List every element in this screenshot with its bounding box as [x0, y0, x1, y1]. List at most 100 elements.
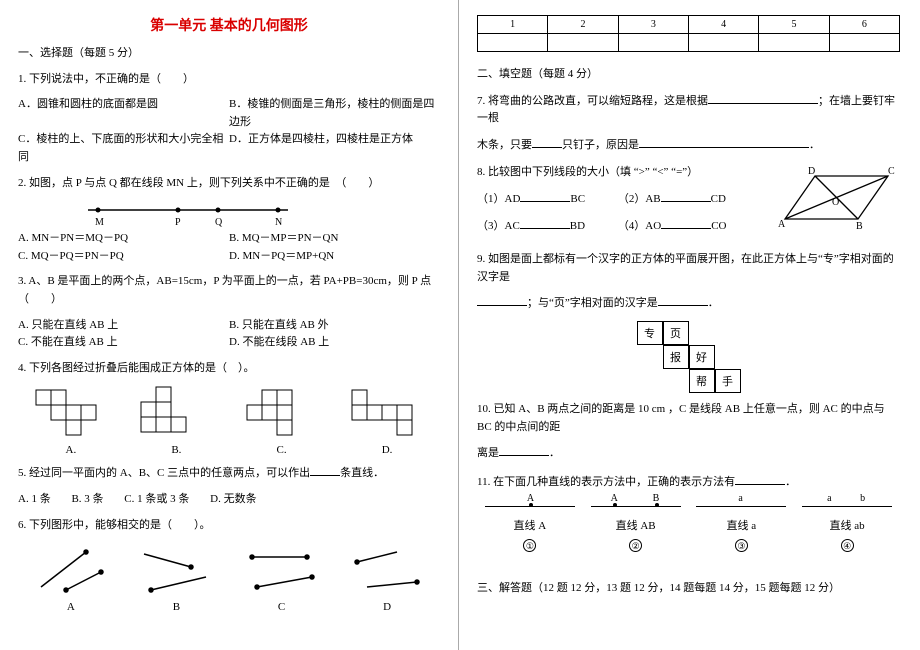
q2-figure: M P Q N: [78, 200, 440, 228]
lm2-name: 直线 AB: [591, 517, 681, 533]
lm1-name: 直线 A: [485, 517, 575, 533]
q11-figures: A 直线 A ① A B 直线 AB ② a 直线 a ③ a b: [477, 499, 900, 552]
q2-label-n: N: [275, 217, 282, 228]
q8-4b: CO: [711, 220, 726, 232]
tbl-c1: [478, 34, 548, 52]
lm3-name: 直线 a: [696, 517, 786, 533]
q8-b2: [661, 190, 711, 202]
q4-label-b: B.: [171, 444, 181, 456]
lm1-num: ①: [523, 539, 536, 552]
q8-b4: [661, 217, 711, 229]
q8-lbl-b: B: [856, 221, 863, 232]
paper-title: 第一单元 基本的几何图形: [18, 15, 440, 35]
q6-fig-b: [136, 542, 216, 597]
tbl-c3: [618, 34, 688, 52]
q1-opt-d: D．正方体是四棱柱，四棱柱是正方体: [229, 131, 440, 166]
q8-row1: （1）ADBC （2）ABCD: [477, 190, 760, 209]
q9-net: 专 页 报 好 帮 手: [477, 321, 900, 393]
q2-label-q: Q: [215, 217, 223, 228]
q8-wrap: 8. 比较图中下列线段的大小（填 “>” “<” “=”） （1）ADBC （2…: [477, 164, 900, 243]
q9-cont: ；与“页”字相对面的汉字是 ．: [477, 294, 900, 313]
net-c2: 页: [663, 321, 689, 345]
q1-opt-a: A．圆锥和圆柱的底面都是圆: [18, 96, 229, 131]
tbl-c5: [759, 34, 829, 52]
q9-c: ．: [708, 297, 719, 309]
q8-1b: BC: [570, 193, 585, 205]
q6-fig-c: [242, 542, 322, 597]
tbl-h1: 1: [478, 16, 548, 34]
q8-row2: （3）AC BD （4）AO CO: [477, 217, 760, 236]
q4-label-a: A.: [66, 444, 77, 456]
net-c1: 专: [637, 321, 663, 345]
tbl-c6: [829, 34, 899, 52]
q9-blank2: [658, 294, 708, 306]
left-column: 第一单元 基本的几何图形 一、选择题（每题 5 分） 1. 下列说法中，不正确的…: [0, 0, 459, 650]
q5-a: 5. 经过同一平面内的 A、B、C 三点中的任意两点，可以作出: [18, 467, 310, 479]
lm3-num: ③: [735, 539, 748, 552]
q2-label-p: P: [175, 217, 181, 228]
section-1-heading: 一、选择题（每题 5 分）: [18, 45, 440, 63]
lm-1: A 直线 A ①: [485, 499, 575, 552]
lm3-lbl: a: [738, 493, 742, 504]
q7: 7. 将弯曲的公路改直，可以缩短路程，这是根据；在墙上要钉牢一根: [477, 92, 900, 128]
q7-cont: 木条，只要只钉子，原因是．: [477, 136, 900, 155]
q3-stem: 3. A、B 是平面上的两个点，AB=15cm，P 为平面上的一点，若 PA+P…: [18, 273, 440, 308]
q2-line-svg: M P Q N: [78, 200, 298, 228]
net-c5: 帮: [689, 369, 715, 393]
q8-2b: CD: [711, 193, 726, 205]
q9-b: ；与“页”字相对面的汉字是: [527, 297, 658, 309]
tbl-h3: 3: [618, 16, 688, 34]
tbl-c2: [548, 34, 618, 52]
net-c3: 报: [663, 345, 689, 369]
q6-fig-a: [31, 542, 111, 597]
q8-1a: （1）AD: [477, 193, 520, 205]
q4-label-d: D.: [382, 444, 393, 456]
net-c4: 好: [689, 345, 715, 369]
q5-blank: [310, 464, 340, 476]
q10-blank: [499, 444, 549, 456]
q7-d: 只钉子，原因是: [562, 139, 639, 151]
q5-stem: 5. 经过同一平面内的 A、B、C 三点中的任意两点，可以作出 条直线．: [18, 464, 440, 483]
q6-label-b: B: [173, 601, 180, 613]
lm-3: a 直线 a ③: [696, 499, 786, 552]
q2-label-m: M: [95, 217, 104, 228]
q8-3b: BD: [570, 220, 585, 232]
q10-c: ．: [549, 447, 560, 459]
q2-opt-b: B. MQ－MP＝PN－QN: [229, 230, 440, 248]
answer-table: 1 2 3 4 5 6: [477, 15, 900, 52]
q7-e: ．: [809, 139, 820, 151]
net-c6: 手: [715, 369, 741, 393]
page: 第一单元 基本的几何图形 一、选择题（每题 5 分） 1. 下列说法中，不正确的…: [0, 0, 920, 650]
q6-label-a: A: [67, 601, 75, 613]
q4-stem: 4. 下列各图经过折叠后能围成正方体的是（ ）。: [18, 360, 440, 378]
q11-a: 11. 在下面几种直线的表示方法中，正确的表示方法有: [477, 476, 735, 488]
lm2-num: ②: [629, 539, 642, 552]
q4-labels: A. B. C. D.: [18, 444, 440, 456]
right-column: 1 2 3 4 5 6 二、填空题（每题 4 分） 7. 将弯曲的公路改直，可以…: [459, 0, 918, 650]
lm4-lblb: b: [860, 493, 865, 504]
q6-fig-d: [347, 542, 427, 597]
q3-opt-b: B. 只能在直线 AB 外: [229, 317, 440, 335]
q4-net-d: [347, 385, 427, 440]
q1-options: A．圆锥和圆柱的底面都是圆 B．棱锥的侧面是三角形，棱柱的侧面是四边形 C．棱柱…: [18, 96, 440, 166]
q9: 9. 如图是面上都标有一个汉字的正方体的平面展开图，在此正方体上与“专”字相对面…: [477, 251, 900, 286]
q2-options: A. MN－PN＝MQ－PQ B. MQ－MP＝PN－QN C. MQ－PQ＝P…: [18, 230, 440, 265]
lm4-name: 直线 ab: [802, 517, 892, 533]
q8-4a: （4）AO: [618, 220, 661, 232]
section-3-heading: 三、解答题（12 题 12 分，13 题 12 分，14 题每题 14 分，15…: [477, 580, 900, 598]
lm-4: a b 直线 ab ④: [802, 499, 892, 552]
q3-opt-d: D. 不能在线段 AB 上: [229, 334, 440, 352]
q7-blank2: [532, 136, 562, 148]
tbl-h2: 2: [548, 16, 618, 34]
section-2-heading: 二、填空题（每题 4 分）: [477, 66, 900, 84]
q10-cont: 离是．: [477, 444, 900, 463]
q5-b: 条直线．: [340, 467, 384, 479]
q8-rhombus: A B C D O: [760, 164, 900, 234]
q3-options: A. 只能在直线 AB 上 B. 只能在直线 AB 外 C. 不能在直线 AB …: [18, 317, 440, 352]
q6-label-d: D: [383, 601, 391, 613]
q3-opt-c: C. 不能在直线 AB 上: [18, 334, 229, 352]
q8-lbl-d: D: [808, 166, 815, 177]
q1-opt-c: C．棱柱的上、下底面的形状和大小完全相同: [18, 131, 229, 166]
q5-opt-d: D. 无数条: [210, 493, 256, 505]
q8-3a: （3）AC: [477, 220, 520, 232]
